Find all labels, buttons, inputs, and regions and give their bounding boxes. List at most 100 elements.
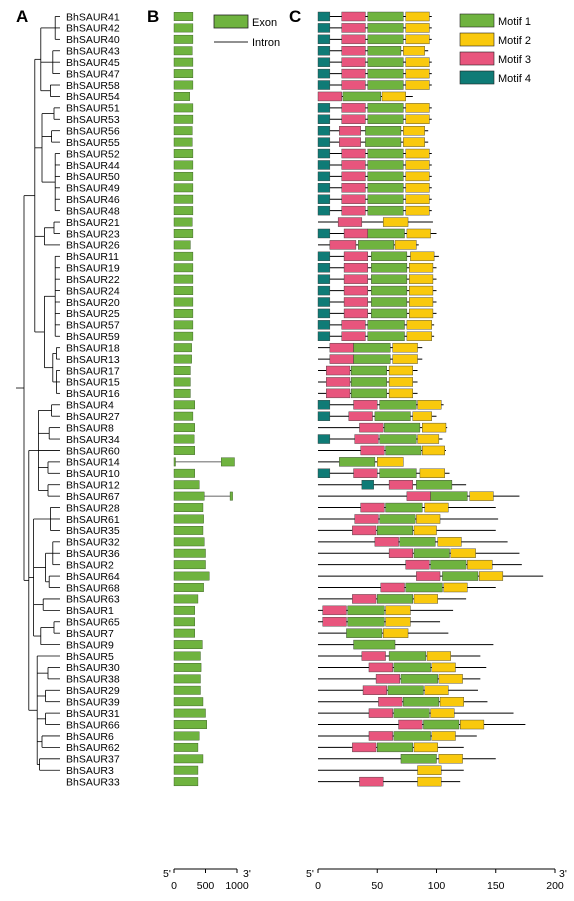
exon-legend-label: Exon <box>252 17 277 29</box>
axis-b-tick-label: 0 <box>171 880 177 892</box>
motif-2-box <box>460 719 485 730</box>
motif-1-box <box>367 68 404 79</box>
motif-legend-swatch <box>459 32 495 47</box>
motif-1-box <box>379 514 416 524</box>
motif-1-box <box>367 183 404 193</box>
motif-4-box <box>317 205 331 216</box>
exon-box <box>173 69 194 79</box>
gene-name-label: BhSAUR67 <box>66 491 120 503</box>
motif-1-box <box>403 697 440 707</box>
exon-box <box>173 46 193 56</box>
motif-2-box <box>405 23 430 33</box>
gene-name-label: BhSAUR46 <box>66 194 120 206</box>
motif-legend-label: Motif 1 <box>498 16 531 28</box>
exon-box <box>173 503 204 512</box>
motif-4-box <box>317 57 331 67</box>
gene-name-label: BhSAUR21 <box>66 217 120 229</box>
motif-2-box <box>412 411 432 421</box>
exon-box <box>173 92 190 101</box>
motif-legend-swatch <box>459 70 495 85</box>
gene-name-label: BhSAUR8 <box>66 422 114 434</box>
motif-1-box <box>371 297 408 307</box>
exon-box <box>173 343 192 353</box>
motif-4-box <box>317 68 331 79</box>
exon-box <box>173 263 194 273</box>
exon-box <box>173 617 195 627</box>
axis-b-5prime: 5' <box>163 868 171 880</box>
motif-1-box <box>367 331 405 341</box>
motif-3-box <box>405 559 430 570</box>
gene-name-label: BhSAUR1 <box>66 605 114 617</box>
exon-box <box>173 468 195 478</box>
motif-1-box <box>371 285 408 296</box>
motif-1-box <box>367 194 404 204</box>
motif-2-box <box>385 617 411 627</box>
motif-1-box <box>353 342 391 353</box>
exon-box <box>173 720 207 729</box>
exon-box <box>173 571 210 581</box>
motif-2-box <box>385 605 411 616</box>
motif-2-box <box>419 468 445 478</box>
motif-3-box <box>343 308 368 319</box>
motif-2-box <box>469 491 494 501</box>
motif-3-box <box>360 445 385 456</box>
motif-4-box <box>317 114 331 124</box>
gene-name-label: BhSAUR16 <box>66 388 120 400</box>
motif-3-box <box>361 651 386 661</box>
gene-name-label: BhSAUR39 <box>66 697 120 709</box>
exon-box <box>173 366 191 375</box>
motif-1-box <box>367 114 404 124</box>
gene-name-label: BhSAUR44 <box>66 160 120 172</box>
motif-3-box <box>326 365 351 376</box>
motif-2-box <box>405 114 430 124</box>
panel-label-b: B <box>147 7 159 26</box>
motif-1-box <box>367 228 405 239</box>
gene-name-label: BhSAUR56 <box>66 126 120 138</box>
motif-3-box <box>352 594 377 604</box>
motif-legend-swatch <box>459 13 495 28</box>
motif-2-box <box>405 183 430 193</box>
panel-label-a: A <box>16 7 28 26</box>
motif-1-box <box>353 639 396 650</box>
motif-3-box <box>348 411 373 421</box>
motif-3-box <box>341 68 366 79</box>
gene-name-label: BhSAUR32 <box>66 537 120 549</box>
motif-1-box <box>413 548 450 558</box>
motif-2-box <box>405 68 430 79</box>
motif-4-box <box>317 148 331 159</box>
motif-1-box <box>430 559 467 570</box>
motif-4-box <box>317 263 331 273</box>
gene-name-label: BhSAUR13 <box>66 354 120 366</box>
motif-2-box <box>409 263 434 273</box>
motif-2-box <box>382 217 409 227</box>
exon-box <box>173 765 199 775</box>
motif-2-box <box>403 137 425 147</box>
axis-b-tick-label: 1000 <box>225 880 249 892</box>
gene-name-label: BhSAUR5 <box>66 651 114 663</box>
exon-box <box>173 309 194 318</box>
exon-box <box>173 331 194 341</box>
motif-3-box <box>341 46 366 56</box>
exon-box <box>173 446 195 455</box>
gene-name-label: BhSAUR48 <box>66 205 120 217</box>
exon-box <box>173 12 194 21</box>
motif-1-box <box>405 582 443 593</box>
motif-3-box <box>341 205 366 216</box>
motif-2-box <box>405 57 430 67</box>
motif-1-box <box>367 80 404 90</box>
motif-2-box <box>443 582 468 593</box>
motif-3-box <box>343 251 368 262</box>
gene-name-label: BhSAUR23 <box>66 228 120 240</box>
motif-2-box <box>377 457 404 467</box>
motif-2-box <box>410 251 435 262</box>
motif-2-box <box>403 46 425 56</box>
motif-3-box <box>341 23 366 33</box>
motif-1-box <box>399 537 436 547</box>
motif-4-box <box>317 285 331 296</box>
exon-box <box>173 206 194 216</box>
motif-3-box <box>406 491 431 501</box>
motif-2-box <box>426 651 451 661</box>
motif-3-box <box>353 400 378 410</box>
motif-3-box <box>322 617 347 627</box>
exon-box <box>229 491 233 501</box>
